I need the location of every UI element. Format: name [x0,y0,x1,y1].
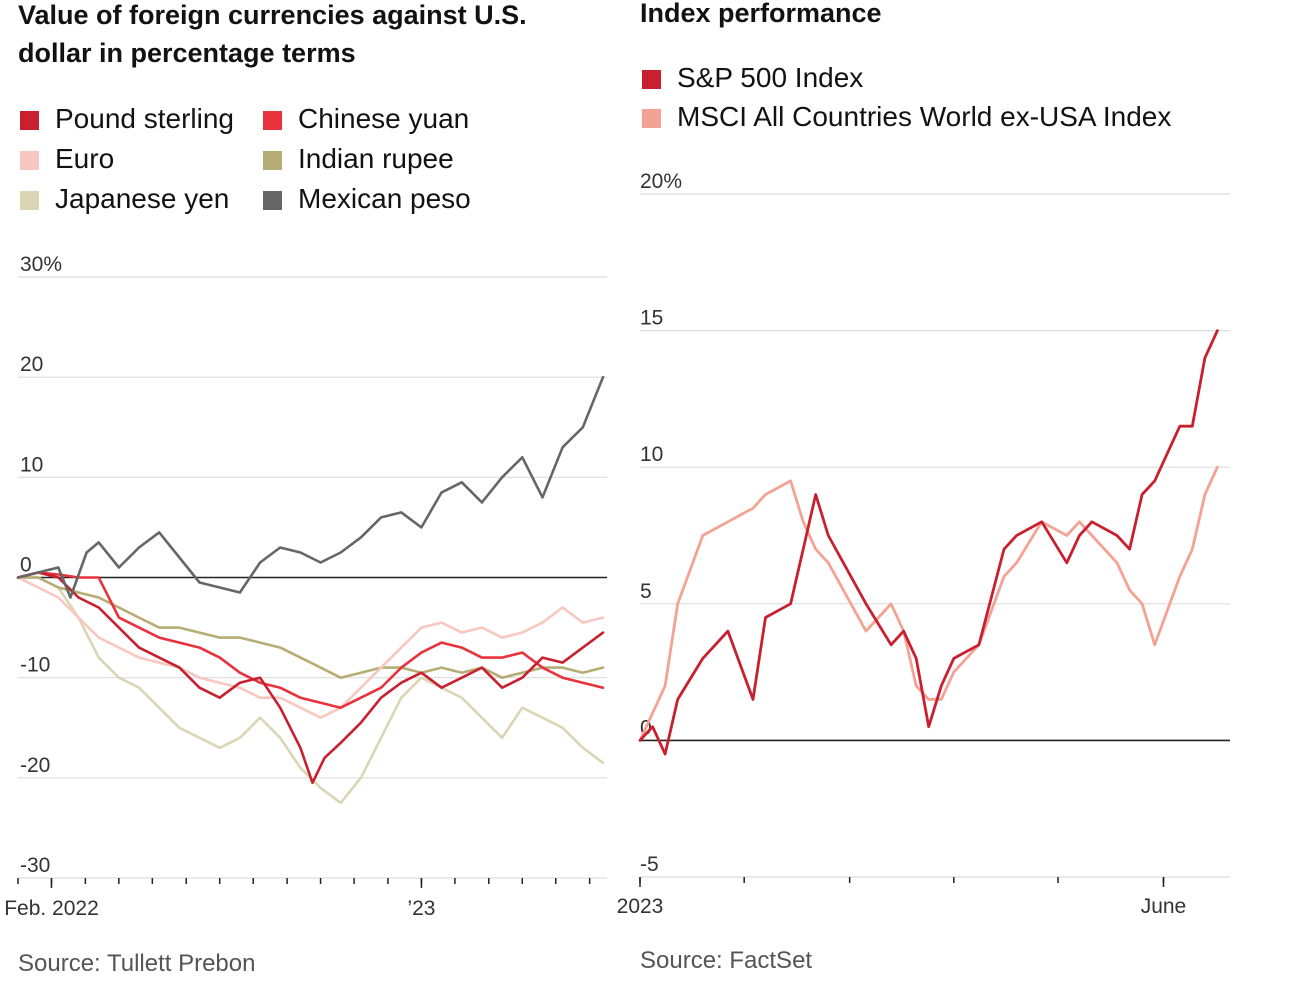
legend-swatch-sp500 [642,70,661,89]
legend-label-mexican-peso: Mexican peso [298,183,471,214]
series-line-mexican-peso [16,375,605,599]
y-tick-label-1: 15 [640,307,663,330]
legend-label-japanese-yen: Japanese yen [55,183,230,214]
series-line-s-p-500-index [638,329,1219,756]
left-chart-plot: 30% 20 10 0 -10 -20 -30 Feb. 2022 ’23 [4,253,607,920]
legend-label-euro: Euro [55,143,115,174]
y-tick-label-5: -5 [640,853,659,876]
legend-label-chinese-yuan: Chinese yuan [298,103,470,134]
legend-swatch-euro [20,151,39,170]
left-chart-title: Value of foreign currencies against U.S.… [18,0,527,68]
legend-swatch-pound-sterling [20,111,39,130]
left-source-note: Source: Tullett Prebon [18,950,256,977]
legend-label-pound-sterling: Pound sterling [55,103,235,134]
legend-item-chinese-yuan: Chinese yuan [263,99,469,139]
x-tick-label-0: Feb. 2022 [4,897,99,920]
legend-label-sp500: S&P 500 Index [677,62,864,93]
legend-swatch-indian-rupee [263,151,282,170]
y-tick-label-1: 20 [20,353,43,376]
series-line-japanese-yen [16,576,605,805]
series-line-euro [16,576,605,720]
legend-item-japanese-yen: Japanese yen [20,179,229,219]
x-tick-label-0: 2023 [617,895,664,918]
y-tick-label-0: 30% [20,253,62,276]
y-tick-label-0: 20% [640,170,682,193]
legend-swatch-japanese-yen [20,191,39,210]
x-tick-label-1: ’23 [407,897,435,920]
y-tick-label-3: 5 [640,580,652,603]
legend-swatch-chinese-yuan [263,111,282,130]
right-source-note: Source: FactSet [640,947,813,974]
legend-label-msci: MSCI All Countries World ex-USA Index [677,101,1172,132]
y-tick-label-3: 0 [20,554,32,577]
y-tick-label-2: 10 [640,443,663,466]
legend-item-sp500: S&P 500 Index [642,58,863,98]
legend-item-euro: Euro [20,139,114,179]
y-tick-label-4: -10 [20,654,50,677]
legend-item-pound-sterling: Pound sterling [20,99,234,139]
series-line-indian-rupee [16,576,605,680]
legend-label-indian-rupee: Indian rupee [298,143,454,174]
series-line-pound-sterling [16,571,605,785]
legend-swatch-msci [642,109,661,128]
legend-item-indian-rupee: Indian rupee [263,139,454,179]
x-tick-label-1: June [1141,895,1187,918]
y-tick-label-5: -20 [20,754,50,777]
y-tick-label-2: 10 [20,453,43,476]
legend-item-msci: MSCI All Countries World ex-USA Index [642,97,1171,137]
right-chart-title: Index performance [640,0,882,28]
series-line-chinese-yuan [16,571,605,710]
legend-item-mexican-peso: Mexican peso [263,179,471,219]
series-line-msci-all-countries-world-ex-usa-index [638,465,1219,742]
legend-swatch-mexican-peso [263,191,282,210]
y-tick-label-6: -30 [20,854,50,877]
